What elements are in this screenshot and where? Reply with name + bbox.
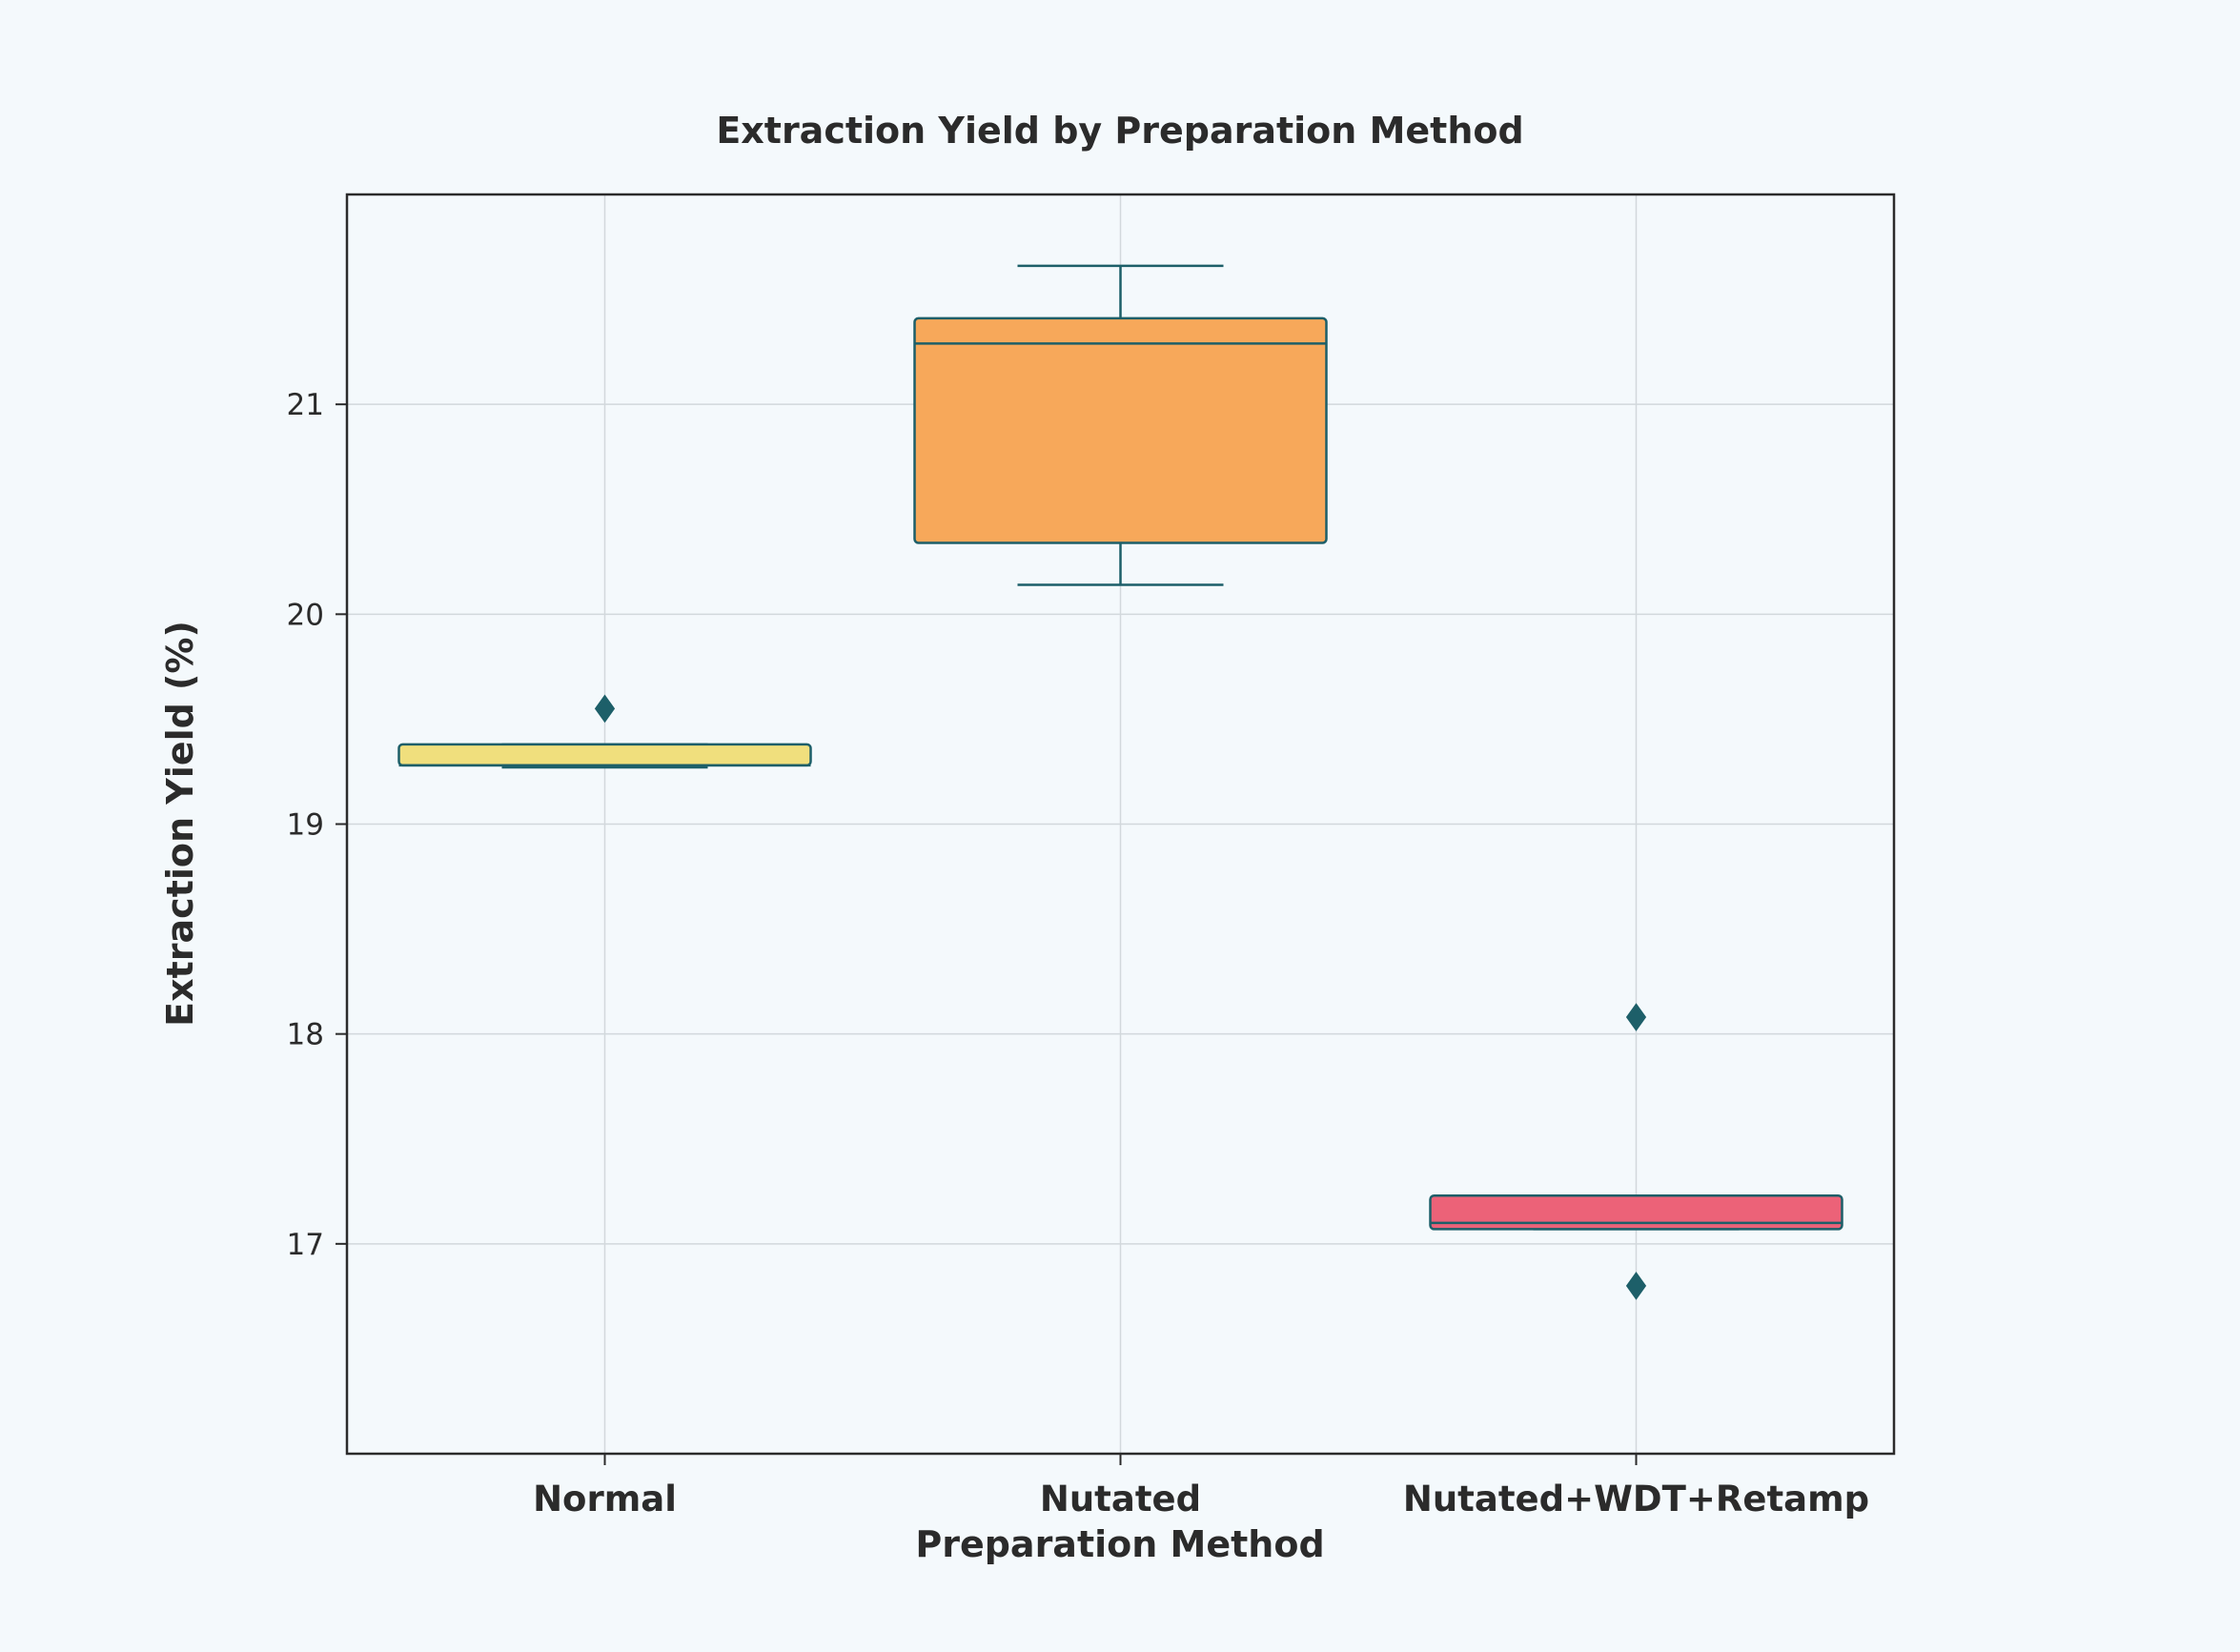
box-normal [397,694,812,769]
x-tick-label: Normal [533,1479,677,1519]
iqr-box [397,743,812,767]
y-tick-label: 20 [287,598,324,632]
outlier-point [1625,1003,1647,1031]
outlier-point [594,694,616,724]
y-tick-label: 18 [287,1018,324,1052]
box-nutated [913,264,1328,586]
y-axis-label: Extraction Yield (%) [159,621,201,1027]
iqr-box [1429,1193,1843,1231]
axes: 17 18 19 20 21 Normal Nutated Nutated+WDT+Retam… [287,388,1870,1519]
box-series [397,264,1843,1300]
box-nutated-wdt-retamp [1429,1003,1843,1300]
x-tick-label: Nutated+WDT+Retamp [1403,1479,1869,1519]
outlier-point [1625,1272,1647,1300]
iqr-box [913,316,1328,544]
y-tick-label: 21 [287,388,324,422]
y-tick-label: 19 [287,808,324,843]
y-tick-label: 17 [287,1228,324,1262]
x-axis-label: Preparation Method [915,1523,1324,1565]
chart-title: Extraction Yield by Preparation Method [716,110,1523,152]
x-tick-label: Nutated [1040,1479,1201,1519]
